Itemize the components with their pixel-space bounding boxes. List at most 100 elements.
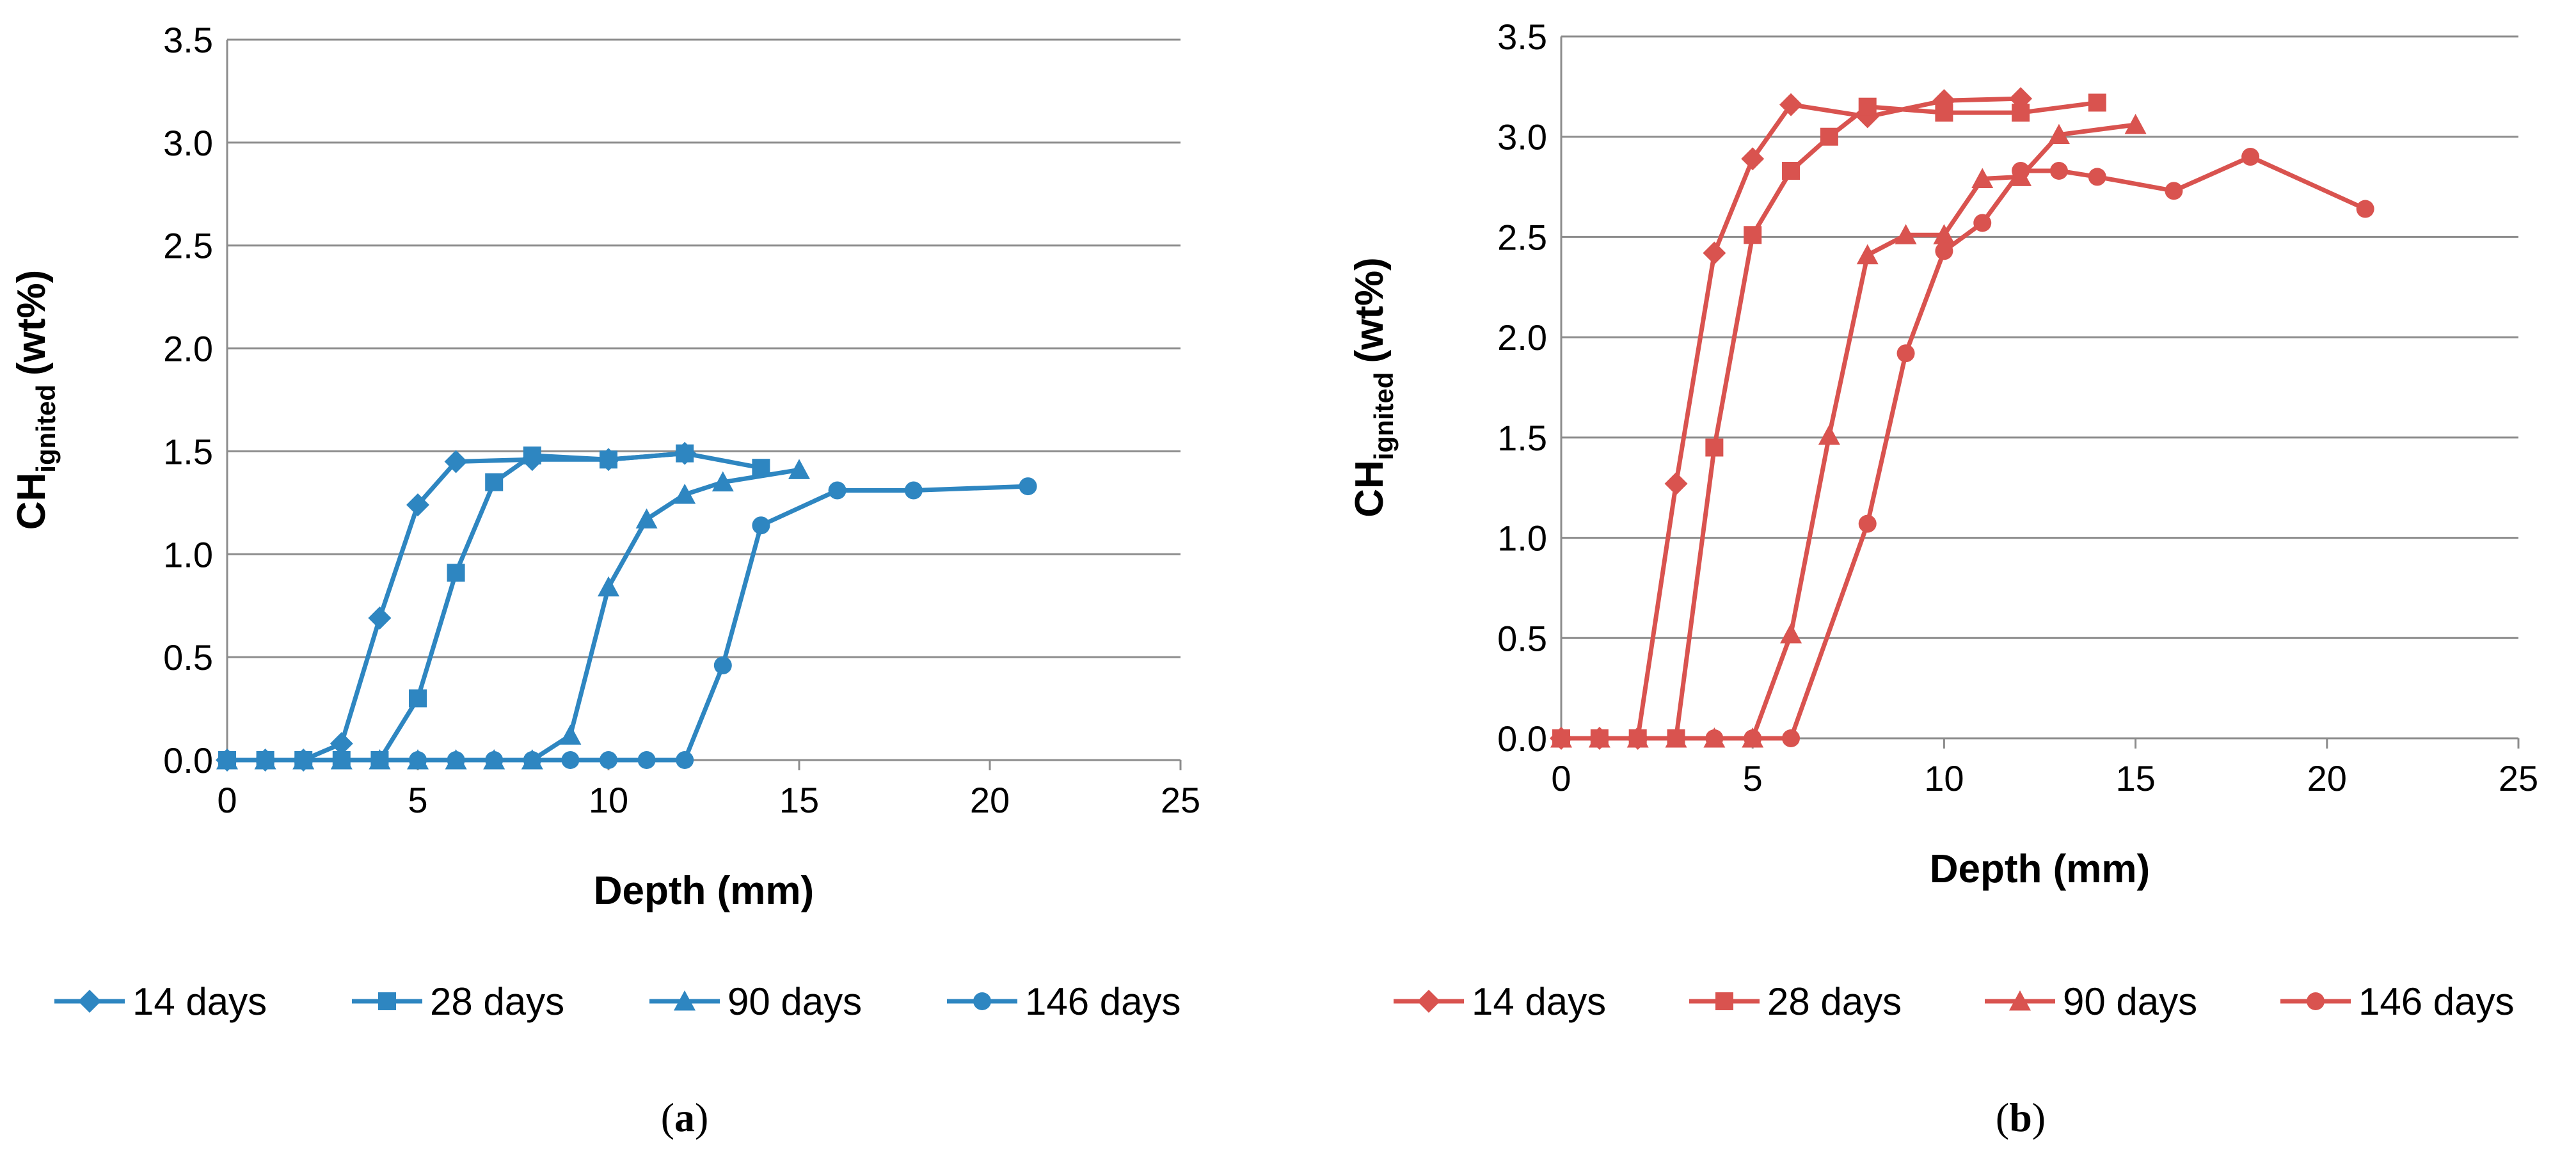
chart-a-series-3-point: [485, 751, 504, 769]
chart-a-series-line-0: [227, 451, 685, 763]
chart-a-series-2-point: [712, 471, 734, 492]
chart-b-series-3-point: [2049, 161, 2068, 180]
chart-b-series-2-point: [1895, 224, 1917, 244]
chart-b-series-0-point: [1703, 241, 1726, 265]
chart-b-legend-label-0: 14 days: [1472, 980, 1606, 1023]
chart-b-x-tick-label: 10: [1924, 758, 1964, 798]
chart-a-x-tick-label: 5: [408, 780, 427, 820]
chart-b-x-tick-label: 20: [2307, 758, 2347, 798]
chart-a-series-3-point: [294, 751, 313, 769]
chart-b-series-2-point: [2124, 113, 2147, 134]
chart-b-series-line-1: [1561, 100, 2098, 741]
chart-b-panel-label: (b): [1996, 1095, 2046, 1140]
chart-a-series-3-point: [904, 481, 923, 500]
chart-b-series-3-point: [2165, 182, 2183, 200]
chart-b-series-1-point: [1820, 127, 1838, 146]
chart-b-series-2-point: [1971, 168, 1994, 188]
chart-b-legend-marker-2: [2009, 990, 2031, 1011]
chart-a-series-2-point: [635, 508, 658, 529]
chart-b-svg: 0.0 0.5 1.0 1.5 2.0 2.5 3.0 3.5 0 5 10 15 20 25 Depth …: [1348, 17, 2538, 1140]
chart-b-y-axis-title-main: CH: [1348, 460, 1392, 518]
chart-a-y-tick-label: 0.0: [163, 740, 213, 781]
chart-b-series-0-point: [1741, 147, 1765, 171]
chart-b-x-tick-label: 15: [2115, 758, 2155, 798]
chart-b-series-2-point: [1818, 424, 1840, 445]
chart-a-series-0-point: [330, 732, 353, 756]
chart-a-legend-marker-3: [973, 992, 991, 1010]
chart-b-y-axis-title-sub: ignited: [1369, 372, 1399, 461]
chart-b-series-1-point: [2088, 93, 2106, 112]
chart-a-x-tick-label: 0: [217, 780, 237, 820]
chart-a-y-tick-label: 3.5: [163, 20, 213, 60]
chart-b-series-3-point: [2012, 161, 2030, 180]
chart-a-series-1-point: [676, 444, 694, 463]
chart-b-series-3-point: [2241, 148, 2260, 166]
chart-a-y-tick-label: 2.5: [163, 226, 213, 266]
chart-a-series-3-point: [561, 751, 580, 769]
chart-a-series-1-point: [485, 473, 504, 491]
chart-b-series-3-point: [1896, 344, 1915, 363]
chart-b-series-1-point: [1858, 97, 1877, 116]
chart-a-series-line-2: [227, 467, 800, 763]
chart-b-y-tick-label: 1.0: [1497, 518, 1547, 559]
chart-panel-a: 0.0 0.5 1.0 1.5 2.0 2.5 3.0 3.5 0 5 10 15 20 25 Depth …: [10, 20, 1200, 1140]
chart-a-x-tick-label: 25: [1161, 780, 1200, 820]
chart-b-y-axis-title: CHignited (wt%): [1348, 257, 1399, 518]
chart-b-series-3-point: [1973, 214, 1992, 232]
chart-a-series-3-point: [447, 751, 465, 769]
chart-b-y-tick-label: 3.5: [1497, 17, 1547, 57]
chart-a-y-axis-title: CHignited (wt%): [10, 270, 61, 530]
chart-b-series-2-point: [1933, 224, 1955, 244]
chart-b-series-3-point: [1705, 729, 1724, 747]
chart-b-legend-marker-3: [2307, 992, 2325, 1010]
chart-a-series-3-point: [828, 481, 847, 500]
chart-b-x-tick-label: 5: [1743, 758, 1763, 798]
chart-a-series-3-point: [600, 751, 617, 769]
chart-a-series-3-point: [676, 751, 694, 769]
chart-b-y-tick-label: 0.5: [1497, 618, 1547, 658]
chart-a-y-tick-label: 2.0: [163, 329, 213, 369]
chart-b-x-tick-label: 0: [1551, 758, 1571, 798]
chart-a-series-3-point: [218, 751, 236, 769]
chart-a-y-tick-label: 3.0: [163, 123, 213, 163]
chart-a-series-3-point: [713, 656, 732, 675]
chart-b-series-2-point: [2047, 123, 2070, 145]
chart-a-legend-label-2: 90 days: [727, 980, 862, 1023]
chart-a-series-1-point: [523, 446, 541, 464]
chart-a-series-0-point: [368, 607, 392, 630]
chart-b-series-1-point: [1782, 161, 1801, 180]
chart-a-series-2-point: [788, 459, 810, 479]
chart-b-series-1-point: [1705, 438, 1724, 457]
chart-b-series-1-point: [1935, 104, 1953, 122]
chart-b-series-0-point: [1664, 472, 1688, 495]
chart-b-legend-label-2: 90 days: [2063, 980, 2197, 1023]
chart-a-series-2-point: [674, 483, 696, 504]
chart-b-series-1-point: [1744, 226, 1762, 244]
chart-a-legend-marker-0: [78, 990, 101, 1013]
chart-a-series-3-point: [409, 751, 427, 769]
chart-b-y-tick-label: 2.0: [1497, 317, 1547, 358]
chart-b-series-3-point: [1782, 729, 1801, 747]
chart-b-series-3-point: [1552, 729, 1570, 747]
chart-a-series-2-point: [559, 724, 582, 745]
chart-b-series-3-point: [1858, 514, 1877, 533]
chart-b-legend-label-3: 146 days: [2358, 980, 2515, 1023]
chart-b-series-3-point: [1590, 729, 1609, 747]
chart-a-y-tick-label: 1.5: [163, 431, 213, 472]
chart-a-series-0-point: [406, 493, 429, 517]
chart-b-series-line-2: [1561, 122, 2136, 741]
chart-b-series-1-point: [2012, 104, 2030, 122]
chart-a-series-0-point: [444, 450, 468, 473]
chart-b-x-axis-title: Depth (mm): [1930, 847, 2150, 891]
chart-b-series-3-point: [2356, 200, 2374, 218]
chart-a-legend-label-1: 28 days: [430, 980, 564, 1023]
chart-a-y-axis-title-main: CH: [10, 473, 54, 530]
chart-a-svg: 0.0 0.5 1.0 1.5 2.0 2.5 3.0 3.5 0 5 10 15 20 25 Depth …: [10, 20, 1200, 1140]
chart-a-series-3-point: [637, 751, 656, 769]
chart-a-y-tick-label: 1.0: [163, 534, 213, 575]
chart-b-series-2-point: [1780, 623, 1802, 644]
chart-a-series-3-point: [332, 751, 351, 769]
chart-a-y-axis-title-sub: ignited: [31, 385, 61, 473]
chart-b-y-tick-label: 2.5: [1497, 217, 1547, 257]
chart-panel-b: 0.0 0.5 1.0 1.5 2.0 2.5 3.0 3.5 0 5 10 15 20 25 Depth …: [1288, 0, 2576, 1174]
